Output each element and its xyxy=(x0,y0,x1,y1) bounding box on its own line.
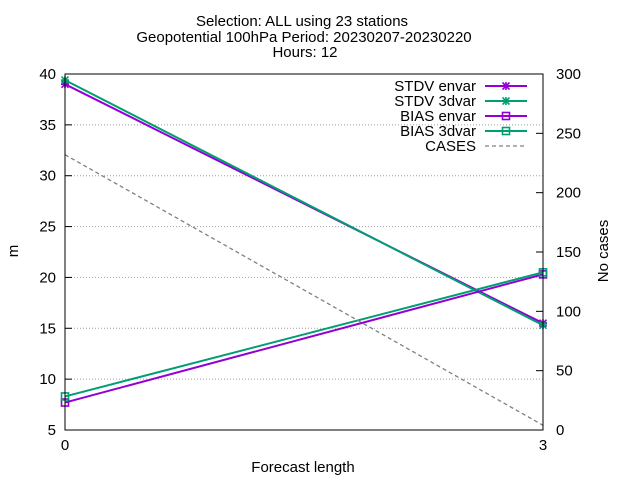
legend-marker xyxy=(501,111,511,121)
y2-axis-label: No cases xyxy=(595,220,612,283)
legend-item: STDV envar xyxy=(394,78,527,95)
y-tick-label: 35 xyxy=(39,117,56,134)
title-line-3: Hours: 12 xyxy=(272,44,337,61)
y-tick-label: 40 xyxy=(39,66,56,83)
legend-label: BIAS envar xyxy=(400,108,476,125)
title-line-2: Geopotential 100hPa Period: 20230207-202… xyxy=(136,29,471,46)
legend-label: STDV envar xyxy=(394,78,476,95)
y-tick-label: 10 xyxy=(39,371,56,388)
x-tick-label: 0 xyxy=(61,437,69,454)
y2-tick-label: 50 xyxy=(556,363,573,380)
y2-tick-label: 150 xyxy=(556,244,581,261)
legend-label: CASES xyxy=(425,138,476,155)
series-cases xyxy=(64,154,544,426)
legend-item: BIAS 3dvar xyxy=(400,123,527,140)
y2-tick-label: 250 xyxy=(556,125,581,142)
y2-tick-label: 300 xyxy=(556,66,581,83)
legend-marker xyxy=(501,126,511,136)
legend-item: CASES xyxy=(425,138,527,155)
grid-lines xyxy=(65,124,543,380)
legend-item: BIAS envar xyxy=(400,108,527,125)
y-axis-label: m xyxy=(5,245,22,258)
legend-marker xyxy=(501,96,511,106)
series-line xyxy=(64,273,544,404)
series-line xyxy=(64,271,544,398)
y2-tick-label: 100 xyxy=(556,303,581,320)
y-tick-label: 30 xyxy=(39,168,56,185)
title-line-1: Selection: ALL using 23 stations xyxy=(196,13,408,30)
series-line xyxy=(64,154,544,426)
series-line xyxy=(64,79,544,327)
x-axis-label: Forecast length xyxy=(251,459,354,476)
x-tick-label: 3 xyxy=(539,437,547,454)
y-tick-label: 20 xyxy=(39,269,56,286)
legend-item: STDV 3dvar xyxy=(394,93,527,110)
y-tick-label: 25 xyxy=(39,219,56,236)
chart-title: Selection: ALL using 23 stations Geopote… xyxy=(136,13,471,61)
legend-label: BIAS 3dvar xyxy=(400,123,476,140)
y-tick-label: 15 xyxy=(39,320,56,337)
y2-tick-label: 0 xyxy=(556,422,564,439)
legend-label: STDV 3dvar xyxy=(394,93,476,110)
legend-marker xyxy=(501,81,511,91)
y-tick-label: 5 xyxy=(48,422,56,439)
y2-tick-label: 200 xyxy=(556,185,581,202)
